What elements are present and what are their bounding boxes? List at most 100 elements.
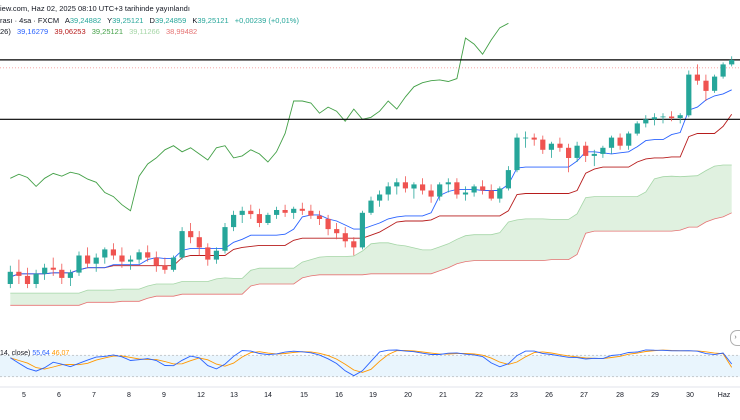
candle [16,259,22,284]
candle [213,247,219,264]
candle [677,113,683,124]
candle [76,251,82,276]
candle [617,133,623,150]
candle [548,141,554,158]
candle-body [205,247,211,260]
candle-body [308,210,314,216]
candle [282,204,288,217]
candle [170,255,177,272]
candle-body [33,273,39,284]
cloud-fill [10,165,732,306]
candle [368,196,374,215]
candle [119,247,125,268]
time-axis-label: 16 [335,392,343,399]
low-label: D [149,16,155,25]
candle-body [540,139,546,150]
candle [274,206,280,219]
time-axis-label: 28 [616,392,624,399]
candle [359,210,365,250]
candle [265,212,271,225]
senkou-b-value: 38,99482 [165,27,198,36]
time-axis-label: 23 [510,392,518,399]
candle [128,255,134,270]
candle-body [110,249,116,256]
candle [334,223,340,240]
candle-body [359,212,365,248]
candle-body [497,188,503,199]
candle-body [342,233,348,242]
change-value: +0,00239 (+0,01%) [234,16,299,25]
candle [694,64,700,85]
candle-body [608,137,615,148]
candle-body [488,190,494,199]
candlestick-series [7,56,735,289]
candle [42,263,48,280]
candle [394,178,400,195]
candle [651,113,657,126]
candle-body [729,59,735,65]
candle [291,206,297,219]
candle [110,243,116,260]
candle-body [67,272,73,278]
candle [402,176,408,193]
candle [385,182,391,201]
candle-body [634,123,640,134]
ichimoku-lines [10,22,733,278]
candle-body [514,137,520,171]
time-axis-label: 15 [300,392,308,399]
candle-body [600,147,606,154]
candle-body [76,255,82,273]
stoch-band [0,355,740,377]
candle-body [42,267,48,274]
candle-body [93,257,99,264]
senkou-span-a [10,164,732,294]
open-label: A [64,16,70,25]
candle-body [712,76,718,91]
candle-body [85,255,91,264]
candle [591,149,597,167]
candle [712,74,718,93]
candle-body [505,170,511,189]
time-axis-label: 21 [439,392,447,399]
scroll-to-realtime-button[interactable]: › [730,330,740,346]
candle [102,247,108,264]
candle-body [50,267,56,270]
candle [93,253,99,272]
candle-body [703,80,709,91]
candle [411,182,417,199]
symbol-label: rası · 4sa · FXCM [0,16,60,25]
candle [420,178,426,195]
stoch-k-line [10,349,733,377]
candle [316,210,323,225]
time-axis-label: 29 [651,392,659,399]
support-resistance-lines[interactable] [0,59,740,120]
chikou-value: 39,25121 [91,27,124,36]
candle-body [256,214,262,223]
time-axis-label: 7 [92,392,96,399]
time-axis: 5 6 7 8 9 12 13 14 15 16 19 20 21 22 23 26 27 28 29 30 Haz [22,392,731,399]
candle-body [385,186,391,195]
candle-body [136,252,142,260]
candle-body [222,227,228,251]
candle [471,184,477,197]
candle [566,143,572,173]
candle-body [574,145,580,158]
candle [729,56,735,67]
candle [205,243,211,266]
candle [540,135,546,154]
kijun-value: 39,06253 [54,27,86,36]
candle [24,267,31,289]
candle [179,227,185,260]
candle-body [59,269,65,278]
close-value: 39,25121 [197,16,229,25]
candle [531,133,537,146]
symbol-ohlc-row: rası · 4sa · FXCM A39,24882 Y39,25121 D3… [0,16,299,26]
candle [299,202,305,215]
candle-body [394,182,400,187]
ichimoku-params: 26) [0,27,11,36]
time-axis-label: 5 [22,392,26,399]
candle-body [274,210,280,215]
candle [85,247,91,268]
candle [7,265,13,289]
